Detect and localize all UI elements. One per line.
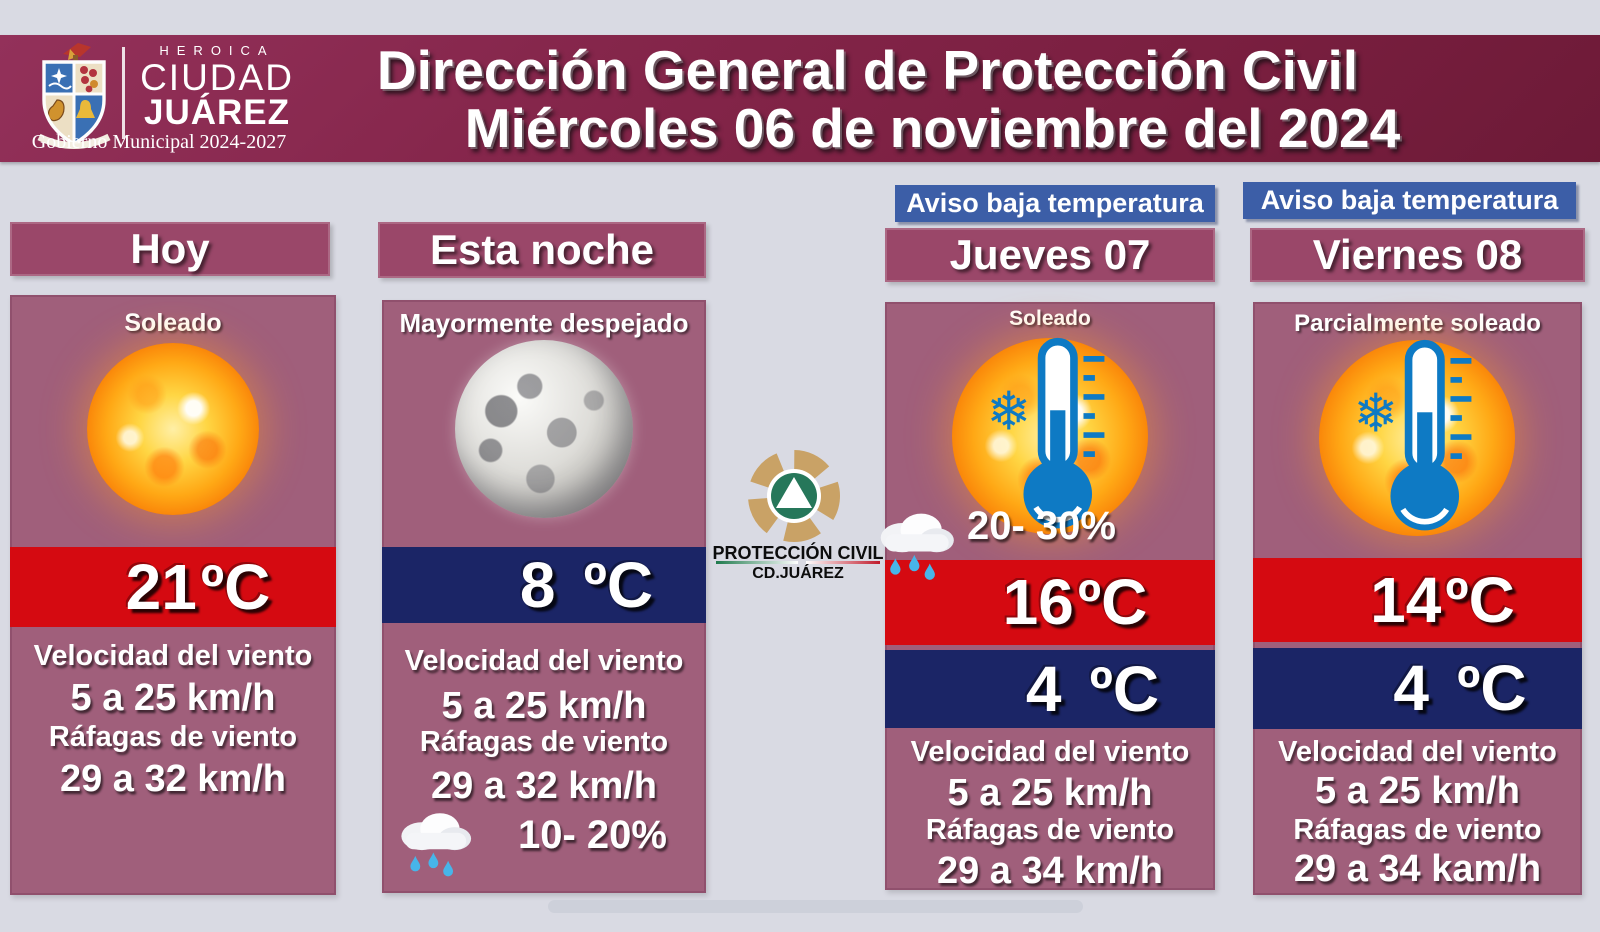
civil-protection-emblem-icon <box>748 450 840 542</box>
low-temp-bar: 4 ºC <box>885 650 1215 728</box>
card-title-esta-noche: Esta noche <box>378 222 706 278</box>
high-temp-unit: ºC <box>1445 564 1515 636</box>
sun-icon <box>87 343 259 515</box>
header-title-line1: Dirección General de Protección Civil <box>376 39 1359 101</box>
low-temp-value: 8 <box>519 549 556 621</box>
moon-icon <box>455 340 633 518</box>
card-title-viernes: Viernes 08 <box>1250 228 1585 282</box>
low-temp-bar: 8 ºC <box>382 547 706 623</box>
svg-text:❄: ❄ <box>986 379 1031 442</box>
brand-heroica: HEROICA <box>159 43 275 58</box>
wind-gust-label: Ráfagas de viento <box>48 721 298 753</box>
wind-speed-value: 5 a 25 km/h <box>441 685 647 727</box>
header-title-line2: Miércoles 06 de noviembre del 2024 <box>464 97 1401 159</box>
wind-gust-label: Ráfagas de viento <box>925 814 1175 846</box>
condition-label: Soleado <box>1009 307 1091 330</box>
high-temp-value: 14 <box>1370 564 1442 636</box>
civil-protection-name: PROTECCIÓN CIVIL <box>712 543 884 563</box>
forecast-card-viernes: Parcialmente soleado ❄ 14ºC 4 ºC Velocida… <box>1253 302 1582 895</box>
low-temp-unit: ºC <box>583 549 654 621</box>
forecast-card-hoy: Soleado 21ºC Velocidad del viento 5 a 25… <box>10 295 336 895</box>
high-temp-bar: 21ºC <box>10 547 336 627</box>
wind-gust-value: 29 a 32 km/h <box>59 758 287 800</box>
wind-speed-value: 5 a 25 km/h <box>70 677 276 719</box>
brand-juarez: JUÁREZ <box>143 93 291 132</box>
condition-label: Parcialmente soleado <box>1294 310 1541 337</box>
low-temp-unit: ºC <box>1089 653 1160 725</box>
forecast-card-jueves: Soleado ❄ 20- 30% 16ºC <box>880 302 1215 892</box>
low-temp-bar: 4 ºC <box>1253 648 1582 729</box>
low-temp-value: 4 <box>1393 652 1429 724</box>
condition-label: Soleado <box>124 309 222 337</box>
high-temp-unit: ºC <box>1077 566 1148 638</box>
wind-speed-label: Velocidad del viento <box>404 645 684 677</box>
cloud-rain-icon <box>401 813 472 877</box>
wind-gust-value: 29 a 32 km/h <box>430 765 658 807</box>
wind-speed-label: Velocidad del viento <box>910 736 1190 768</box>
thermometer-freeze-icon: ❄ <box>1353 339 1472 531</box>
low-temp-value: 4 <box>1025 653 1062 725</box>
high-temp-unit: ºC <box>200 551 271 623</box>
wind-gust-label: Ráfagas de viento <box>1293 814 1542 846</box>
wind-speed-value: 5 a 25 km/h <box>1315 770 1520 812</box>
wind-gust-value: 29 a 34 kam/h <box>1293 848 1542 890</box>
card-title-hoy: Hoy <box>10 222 330 276</box>
high-temp-value: 21 <box>125 551 197 623</box>
flag-underline-red <box>806 561 880 564</box>
header-band: HEROICA CIUDAD JUÁREZ Gobierno Municipal… <box>0 35 1600 162</box>
alert-banner-viernes: Aviso baja temperatura <box>1243 182 1576 219</box>
alert-banner-jueves: Aviso baja temperatura <box>895 185 1215 222</box>
precip-value: 10- 20% <box>518 813 667 857</box>
wind-speed-label: Velocidad del viento <box>33 640 313 672</box>
card-title-jueves: Jueves 07 <box>885 228 1215 282</box>
brand-divider <box>122 47 125 139</box>
forecast-card-esta-noche: Mayormente despejado 8 ºC Velocidad del v… <box>382 300 706 893</box>
cloud-rain-icon <box>880 513 954 580</box>
civil-protection-city: CD.JUÁREZ <box>752 565 844 582</box>
city-coat-of-arms-icon <box>37 43 111 149</box>
precip-value: 20- 30% <box>967 504 1116 548</box>
high-temp-bar: 16ºC <box>885 560 1215 645</box>
high-temp-value: 16 <box>1002 566 1074 638</box>
brand-ciudad: CIUDAD <box>140 57 294 98</box>
wind-speed-label: Velocidad del viento <box>1278 736 1557 768</box>
brand-gobierno: Gobierno Municipal 2024-2027 <box>31 131 287 153</box>
svg-text:❄: ❄ <box>1353 381 1398 444</box>
wind-gust-value: 29 a 34 km/h <box>936 850 1164 892</box>
condition-label: Mayormente despejado <box>399 308 689 338</box>
wind-speed-value: 5 a 25 km/h <box>947 772 1153 814</box>
flag-underline-green <box>716 561 798 564</box>
low-temp-unit: ºC <box>1457 652 1527 724</box>
wind-gust-label: Ráfagas de viento <box>419 726 669 758</box>
horizontal-scrollbar[interactable] <box>548 900 1083 913</box>
high-temp-bar: 14ºC <box>1253 558 1582 642</box>
thermometer-freeze-icon: ❄ <box>986 337 1105 529</box>
